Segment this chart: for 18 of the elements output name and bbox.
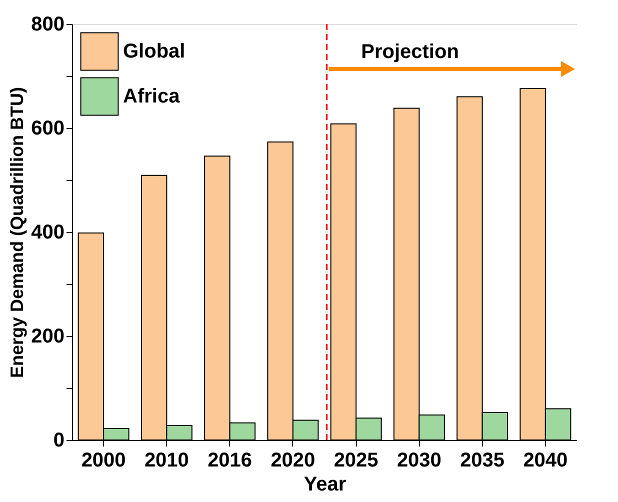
y-tick-label: 600: [31, 118, 64, 140]
y-tick-label: 0: [53, 430, 64, 452]
x-tick-label: 2000: [81, 450, 126, 472]
x-tick-label: 2020: [270, 450, 316, 472]
x-tick-label: 2016: [208, 450, 252, 472]
x-tick-label: 2010: [144, 450, 189, 472]
y-axis-title: Energy Demand (Quadrillion BTU): [7, 86, 28, 378]
x-axis-title: Year: [304, 474, 346, 496]
x-tick-label: 2030: [396, 450, 442, 472]
x-tick-label: 2035: [460, 450, 505, 472]
annotation: Projection: [361, 41, 459, 63]
x-tick-label: 2025: [334, 450, 378, 472]
y-tick-label: 400: [31, 222, 64, 244]
y-tick-label: 200: [31, 326, 64, 348]
legend-label: Africa: [123, 86, 181, 108]
y-tick-label: 800: [31, 14, 64, 36]
legend-label: Global: [123, 40, 186, 62]
x-tick-label: 2040: [523, 450, 568, 472]
